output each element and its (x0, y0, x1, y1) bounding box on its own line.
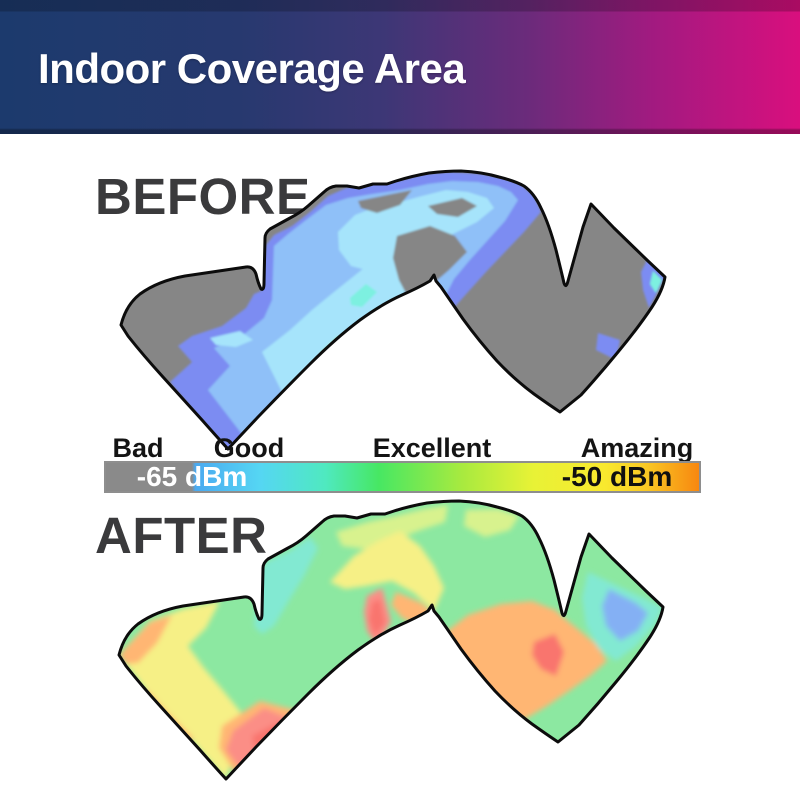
header-banner: Indoor Coverage Area (0, 0, 800, 134)
after-turquoise-notch-region (254, 537, 318, 634)
after-red-core-mid (369, 599, 385, 636)
legend-label-good: Good (214, 433, 284, 463)
legend-color-bar (104, 461, 701, 493)
legend-label-bad: Bad (112, 433, 163, 463)
after-heading: AFTER (95, 507, 267, 564)
after-orange-left-tip (119, 615, 172, 664)
legend-min-dbm: -65 dBm (137, 461, 247, 492)
legend-max-dbm: -50 dBm (562, 461, 672, 492)
legend-label-excellent: Excellent (373, 433, 492, 463)
signal-legend: Bad Good Excellent Amazing -65 dBm -50 d… (104, 433, 701, 493)
after-yellowgreen-top-1 (336, 505, 448, 549)
before-heading: BEFORE (95, 168, 311, 225)
before-gray-island-2 (428, 198, 477, 217)
page-title: Indoor Coverage Area (38, 45, 466, 92)
before-pale-finger-left (210, 331, 253, 347)
before-map (119, 169, 667, 451)
before-green-accent-2 (294, 378, 323, 401)
legend-label-amazing: Amazing (581, 433, 694, 463)
before-gray-island-3 (393, 226, 467, 299)
before-cyan-streak-right-edge (650, 271, 662, 293)
after-blue-right-tip (602, 589, 648, 641)
after-yellowgreen-top-2 (464, 509, 519, 537)
before-gray-island-1 (358, 190, 412, 213)
after-yellow-mid-band (330, 531, 444, 611)
before-blue-patch-right-wing (596, 333, 620, 360)
after-red-patch-right (532, 634, 564, 676)
before-cyan-accent-1 (350, 284, 377, 307)
